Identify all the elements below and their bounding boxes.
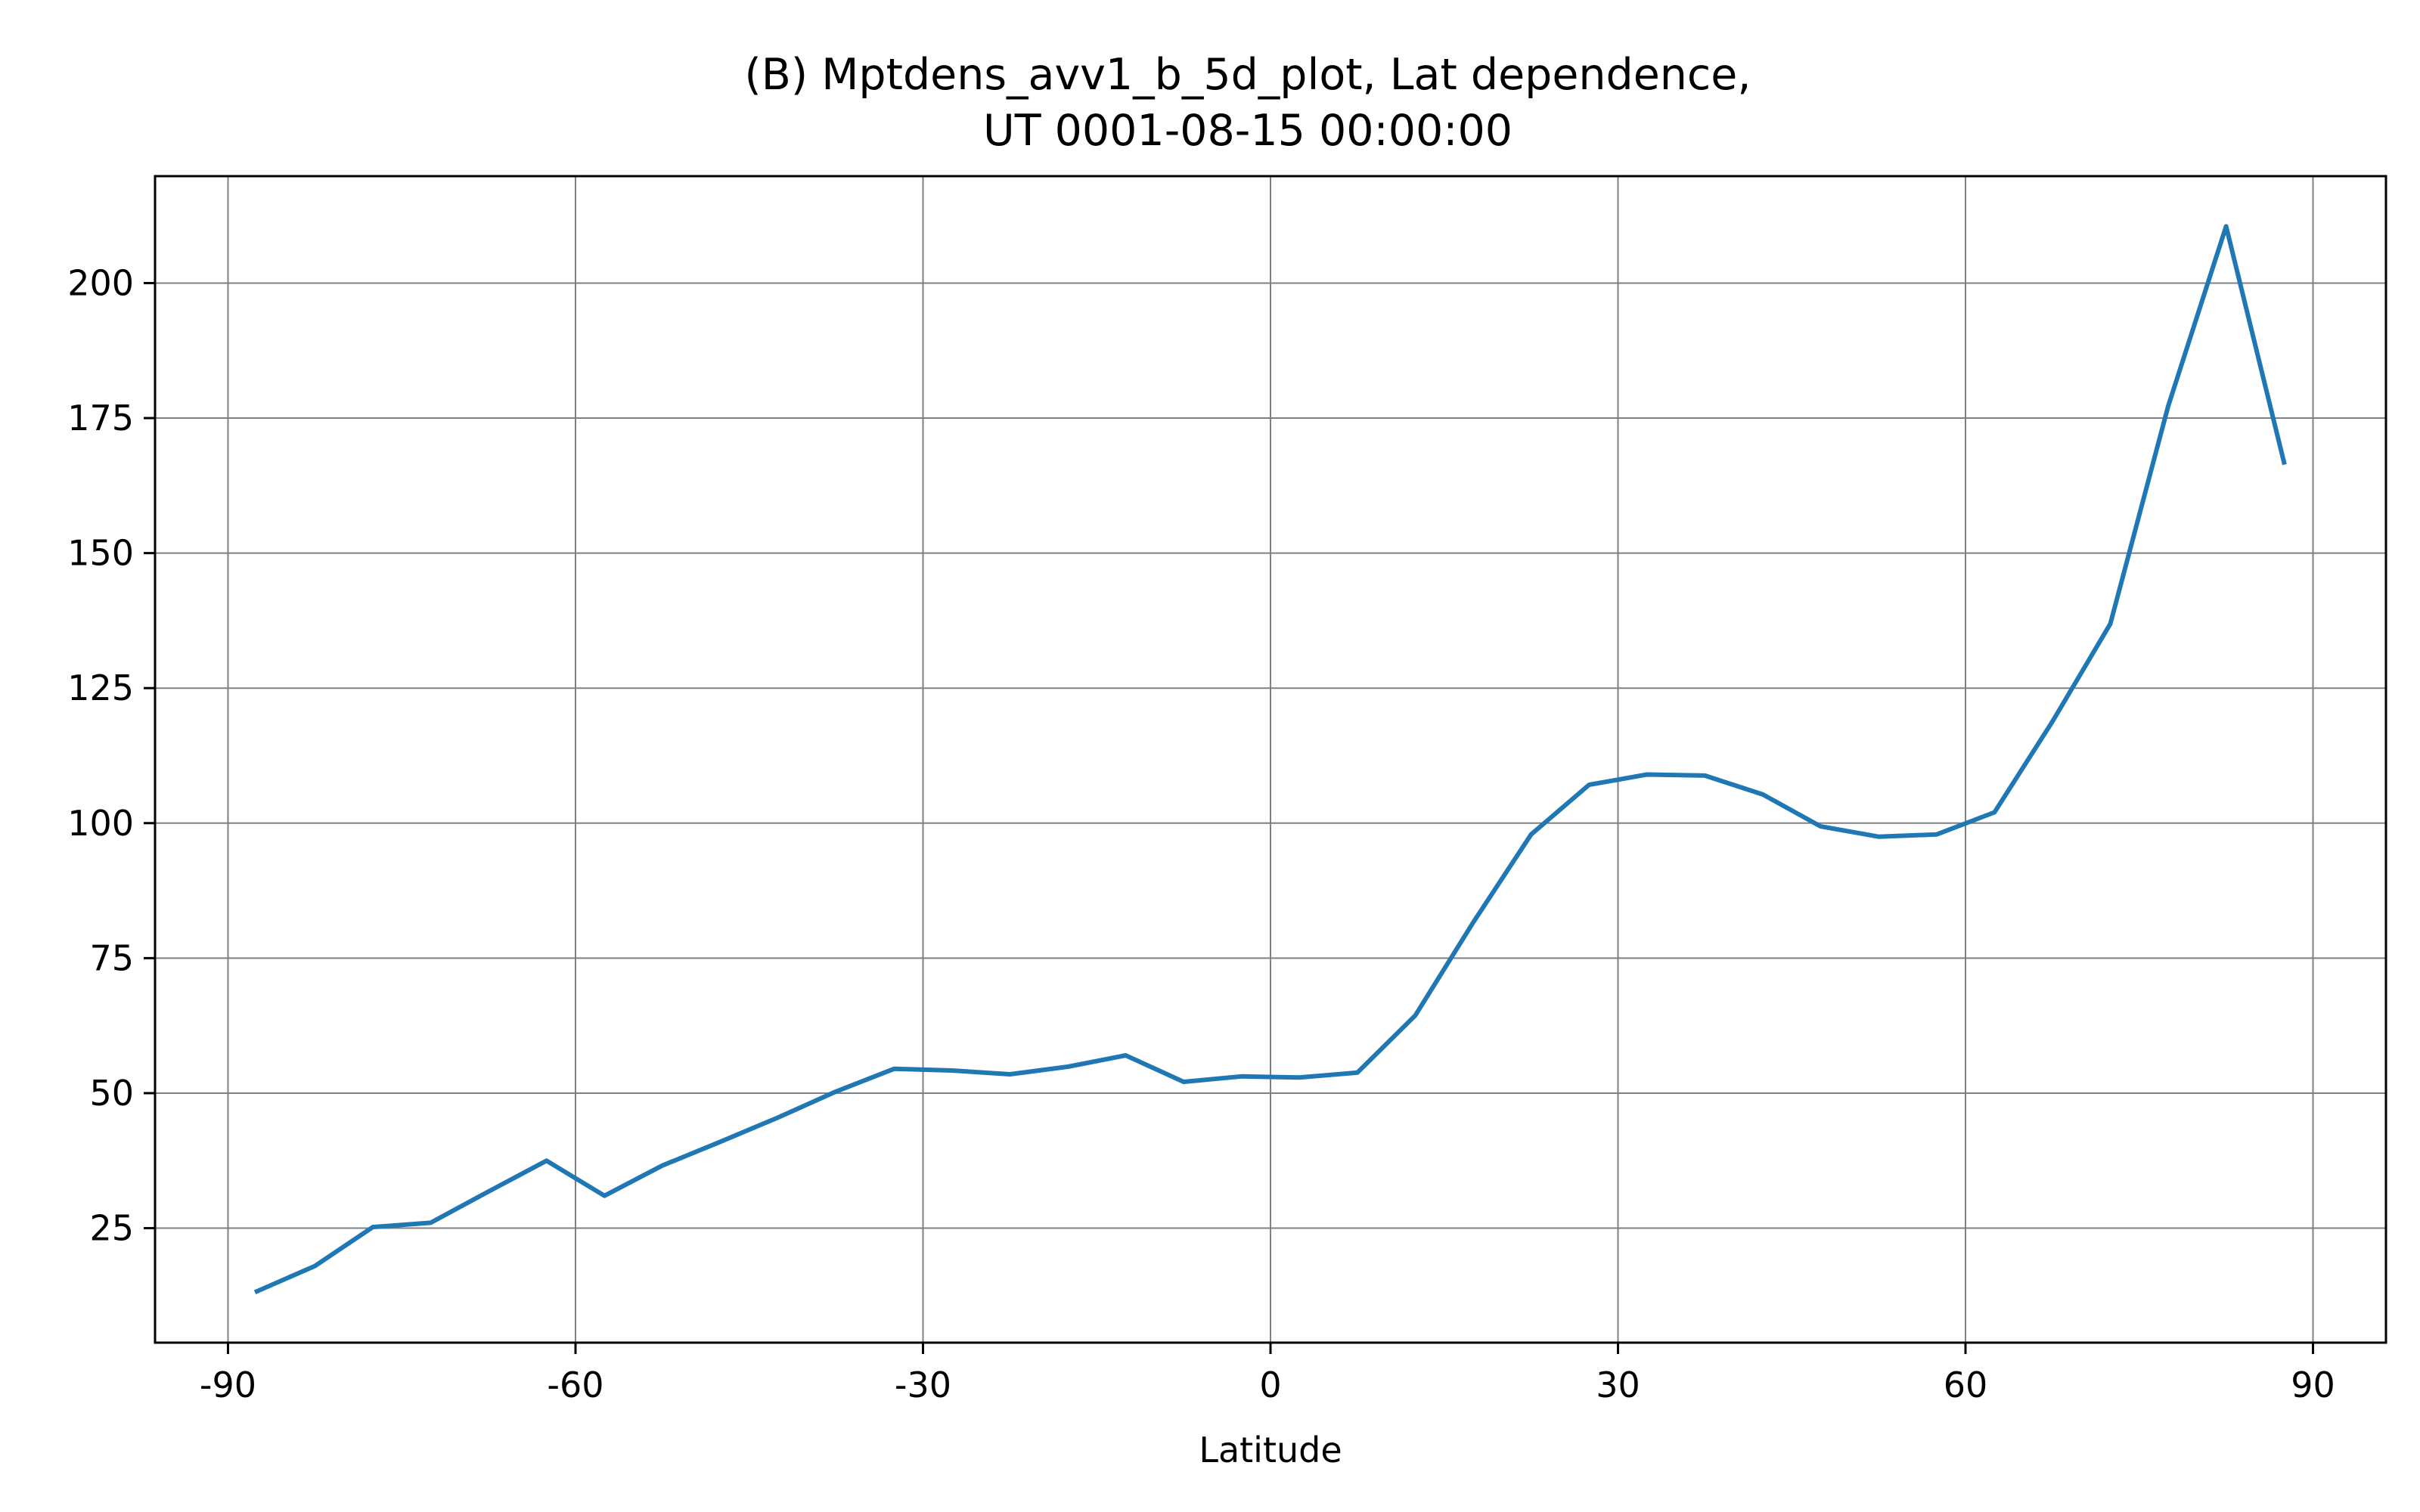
y-tick-label: 25 xyxy=(89,1208,134,1249)
y-tick-label: 50 xyxy=(89,1073,134,1114)
x-tick-label: 90 xyxy=(2291,1365,2335,1405)
x-tick-label: -30 xyxy=(895,1365,951,1405)
y-tick-label: 175 xyxy=(67,398,134,438)
chart-title-line-2: UT 0001-08-15 00:00:00 xyxy=(983,106,1512,156)
x-tick-label: -60 xyxy=(547,1365,603,1405)
series-layer xyxy=(253,224,2287,1295)
x-tick-label: -90 xyxy=(200,1365,256,1405)
chart-title-line-1: (B) Mptdens_avv1_b_5d_plot, Lat dependen… xyxy=(745,50,1751,100)
x-tick-label: 0 xyxy=(1259,1365,1281,1405)
y-tick-label: 75 xyxy=(89,937,134,978)
series-line xyxy=(253,224,2287,1295)
x-axis-ticks: -90 -60 -30 0 30 60 90 xyxy=(200,1343,2335,1405)
x-tick-label: 60 xyxy=(1944,1365,1988,1405)
x-tick-label: 30 xyxy=(1596,1365,1640,1405)
grid-lines xyxy=(155,176,2386,1343)
y-tick-label: 125 xyxy=(67,668,134,708)
x-axis-label: Latitude xyxy=(1199,1430,1342,1470)
y-tick-label: 200 xyxy=(67,262,134,303)
y-tick-label: 100 xyxy=(67,803,134,844)
y-tick-label: 150 xyxy=(67,533,134,574)
y-axis-ticks: 25 50 75 100 125 150 175 200 xyxy=(67,262,155,1249)
